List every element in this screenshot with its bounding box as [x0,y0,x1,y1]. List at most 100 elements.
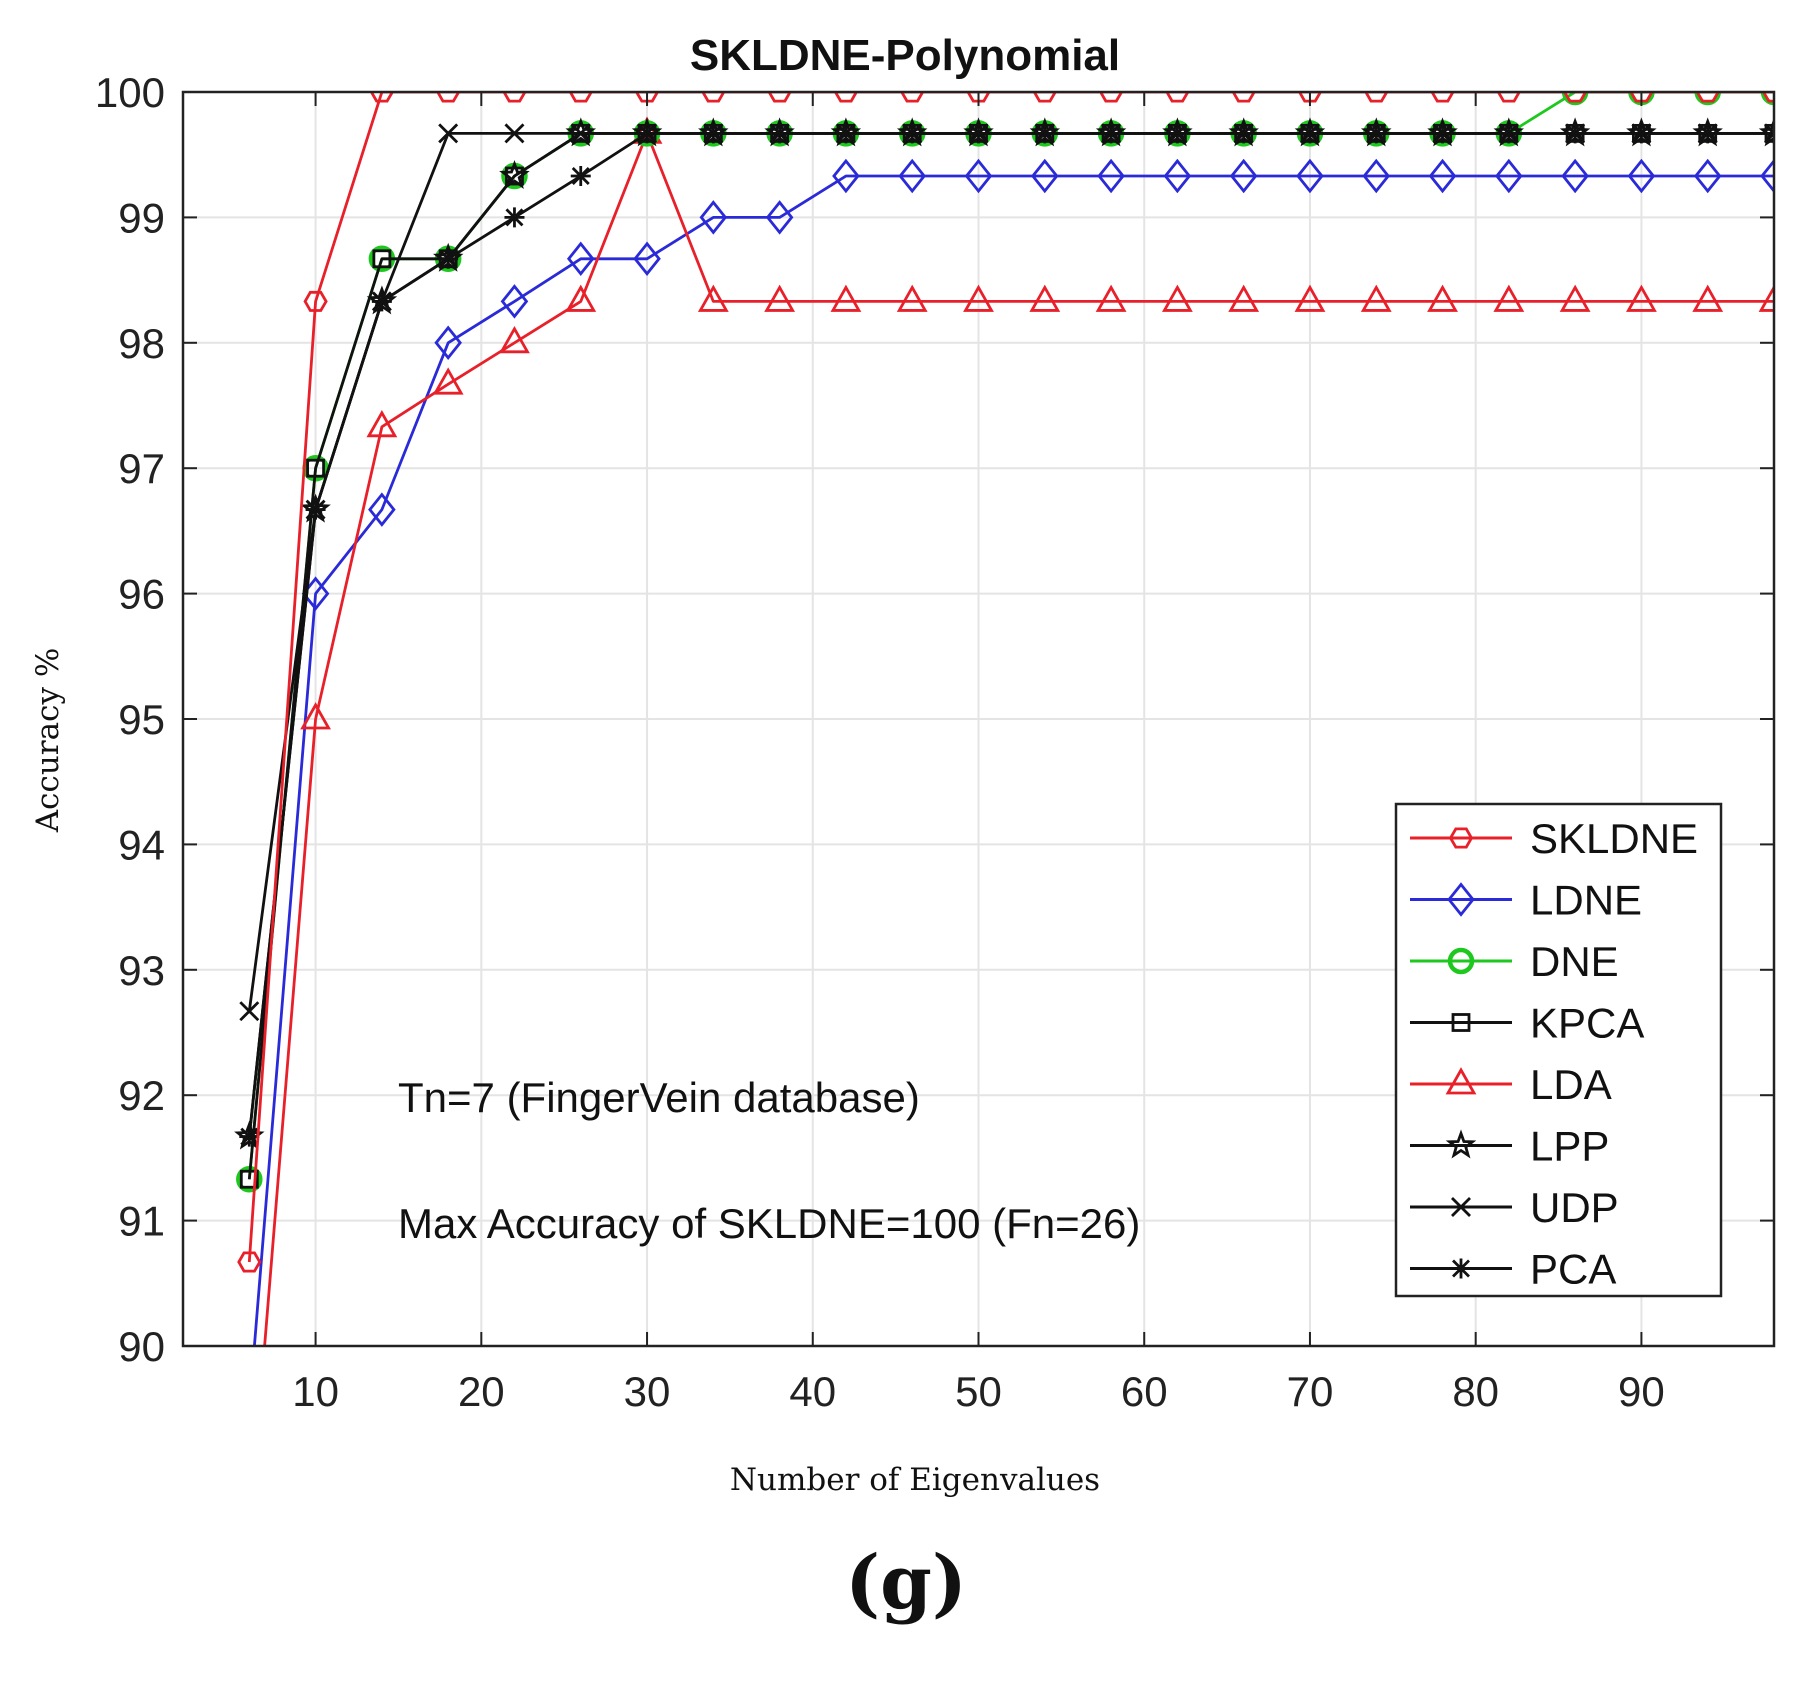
series-line-kpca [247,132,1774,1180]
data-point-ldne [1362,158,1391,194]
y-axis-label: Accuracy % [30,648,66,834]
data-point-kpca [703,123,723,143]
data-point-skldne [1562,92,1588,103]
data-point-kpca [505,166,524,186]
x-tick-label: 40 [789,1368,836,1415]
series-skldne [237,92,1774,1273]
data-point-ldne [1495,158,1523,194]
series-lda [263,116,1774,1346]
data-point-kpca [306,458,325,478]
data-point-lda [366,409,398,438]
data-point-lda [300,702,331,730]
data-point-kpca [239,1169,259,1189]
data-point-ldne [434,325,462,361]
data-point-kpca [571,123,591,143]
data-point-lda [963,284,994,312]
data-point-lda [896,284,928,312]
legend-marker [1451,1197,1471,1217]
data-point-skldne [1098,92,1124,103]
data-point-kpca [836,123,856,143]
data-point-skldne [1032,92,1057,103]
legend-marker [1445,1129,1477,1159]
legend-marker [1451,1013,1471,1032]
data-point-skldne [369,92,395,103]
data-point-kpca [637,123,657,143]
data-point-udp [504,123,525,144]
legend-item-skldne: SKLDNE [1410,815,1698,862]
data-point-pca [504,207,525,228]
x-tick-label: 10 [292,1368,339,1415]
data-point-ldne [1760,158,1774,194]
data-point-kpca [1499,123,1519,143]
data-point-lda [1493,284,1525,312]
legend-marker [1447,882,1475,917]
legend-box [1394,802,1723,1298]
axis-ticks: 10 20 30 40 50 60 70 80 90 90 91 92 93 94 95 96 97 98 99 10… [95,69,1774,1415]
data-point-ldne [500,284,529,319]
data-point-skldne [900,92,925,103]
data-point-kpca [1565,123,1585,143]
data-point-kpca [969,123,988,143]
data-point-kpca [1433,123,1452,143]
figure-caption: (g) [845,1540,967,1626]
y-tick-label: 97 [118,445,165,492]
data-point-ldne [1163,158,1192,194]
y-tick-label: 91 [118,1198,165,1245]
legend-item-lpp: LPP [1410,1123,1609,1170]
legend-item-dne: DNE [1410,938,1619,985]
data-point-kpca [902,123,922,143]
data-point-skldne [634,92,660,103]
data-point-lpp [366,285,398,315]
x-tick-label: 90 [1618,1368,1665,1415]
x-tick-label: 20 [458,1368,505,1415]
legend-marker [1448,827,1474,849]
data-point-skldne [701,92,726,103]
data-point-kpca [1764,123,1774,143]
data-point-ldne [1229,158,1258,194]
data-point-ldne [237,1394,261,1424]
data-point-skldne [1364,92,1389,103]
data-point-ldne [566,241,595,277]
data-point-ldne [1428,158,1457,194]
x-tick-label: 30 [624,1368,671,1415]
data-point-ldne [898,158,927,194]
data-point-skldne [1165,92,1190,103]
legend-label: DNE [1530,938,1619,985]
data-point-skldne [966,92,991,103]
data-point-ldne [964,158,993,194]
data-point-lda [1427,284,1458,312]
data-point-lda [697,284,729,312]
x-tick-label: 70 [1287,1368,1334,1415]
legend-label: SKLDNE [1530,815,1698,862]
legend-item-udp: UDP [1410,1184,1619,1231]
data-point-ldne [1296,158,1324,194]
data-point-pca [570,166,591,187]
data-point-kpca [1101,123,1121,143]
data-point-skldne [1629,92,1654,103]
data-point-ldne [1030,158,1059,194]
data-point-ldne [1561,158,1589,194]
legend-item-ldne: LDNE [1410,877,1642,924]
data-point-lda [1228,284,1260,312]
y-tick-label: 96 [118,571,165,618]
x-axis-label: Number of Eigenvalues [730,1462,1100,1498]
y-tick-label: 99 [118,194,165,241]
legend-marker [1447,947,1475,975]
data-point-skldne [303,290,328,312]
data-point-kpca [1632,123,1651,143]
data-point-skldne [767,92,792,103]
annotation-database: Tn=7 (FingerVein database) [398,1074,920,1121]
annotation-max-accuracy: Max Accuracy of SKLDNE=100 (Fn=26) [398,1200,1140,1247]
data-point-lda [1692,284,1724,312]
data-point-kpca [770,123,790,143]
data-point-ldne [832,158,860,194]
data-point-dne [1694,92,1721,106]
legend-item-pca: PCA [1410,1246,1616,1293]
y-tick-label: 95 [118,696,165,743]
data-point-skldne [1430,92,1455,103]
legend-label: KPCA [1530,1000,1644,1047]
data-point-lda [1626,284,1657,312]
y-tick-label: 100 [95,69,165,116]
y-tick-label: 98 [118,320,165,367]
